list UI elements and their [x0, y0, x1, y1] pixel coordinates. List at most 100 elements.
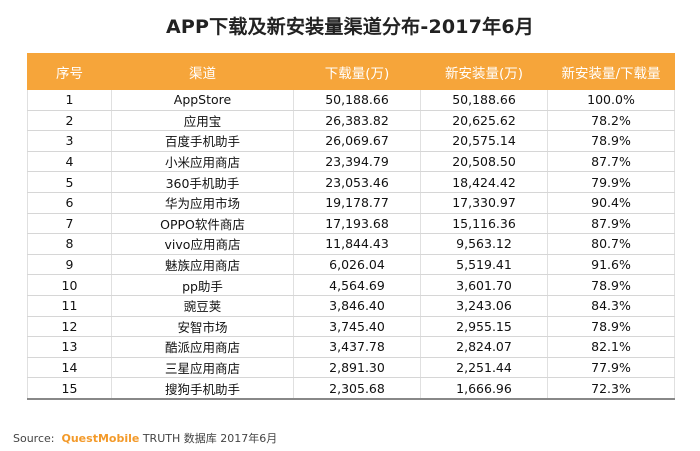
cell-new-installs: 2,251.44: [420, 357, 548, 379]
header-rank: 序号: [27, 53, 112, 90]
cell-install-ratio: 90.4%: [547, 192, 675, 214]
table-row: 9 魅族应用商店 6,026.04 5,519.41 91.6%: [27, 254, 675, 276]
header-channel: 渠道: [111, 53, 294, 90]
cell-rank: 15: [27, 377, 112, 400]
cell-rank: 14: [27, 357, 112, 379]
source-text: TRUTH 数据库 2017年6月: [142, 432, 278, 445]
cell-downloads: 4,564.69: [293, 274, 421, 296]
cell-rank: 9: [27, 254, 112, 276]
cell-new-installs: 17,330.97: [420, 192, 548, 214]
cell-new-installs: 20,625.62: [420, 110, 548, 132]
cell-install-ratio: 77.9%: [547, 357, 675, 379]
header-downloads: 下载量(万): [293, 53, 421, 90]
data-table-container: 序号 渠道 下载量(万) 新安装量(万) 新安装量/下载量 1 AppStore 5…: [27, 53, 675, 400]
cell-rank: 11: [27, 295, 112, 317]
cell-downloads: 23,394.79: [293, 151, 421, 173]
source-note: Source: QuestMobile TRUTH 数据库 2017年6月: [13, 430, 277, 446]
cell-channel: 酷派应用商店: [111, 336, 294, 358]
cell-install-ratio: 84.3%: [547, 295, 675, 317]
cell-downloads: 50,188.66: [293, 89, 421, 111]
cell-new-installs: 5,519.41: [420, 254, 548, 276]
cell-channel: 小米应用商店: [111, 151, 294, 173]
cell-install-ratio: 87.9%: [547, 213, 675, 235]
cell-install-ratio: 78.9%: [547, 316, 675, 338]
cell-install-ratio: 78.9%: [547, 130, 675, 152]
cell-rank: 10: [27, 274, 112, 296]
cell-new-installs: 1,666.96: [420, 377, 548, 400]
cell-new-installs: 3,243.06: [420, 295, 548, 317]
cell-new-installs: 20,508.50: [420, 151, 548, 173]
cell-install-ratio: 78.9%: [547, 274, 675, 296]
cell-downloads: 26,383.82: [293, 110, 421, 132]
cell-install-ratio: 100.0%: [547, 89, 675, 111]
table-row: 4 小米应用商店 23,394.79 20,508.50 87.7%: [27, 151, 675, 173]
cell-new-installs: 20,575.14: [420, 130, 548, 152]
cell-install-ratio: 91.6%: [547, 254, 675, 276]
cell-new-installs: 2,955.15: [420, 316, 548, 338]
cell-downloads: 26,069.67: [293, 130, 421, 152]
cell-rank: 2: [27, 110, 112, 132]
table-row: 14 三星应用商店 2,891.30 2,251.44 77.9%: [27, 357, 675, 379]
cell-rank: 7: [27, 213, 112, 235]
cell-rank: 1: [27, 89, 112, 111]
cell-new-installs: 15,116.36: [420, 213, 548, 235]
page-title: APP下载及新安装量渠道分布-2017年6月: [166, 16, 534, 38]
header-install-ratio: 新安装量/下载量: [547, 53, 675, 90]
cell-channel: vivo应用商店: [111, 233, 294, 255]
cell-install-ratio: 79.9%: [547, 171, 675, 193]
channel-table: 序号 渠道 下载量(万) 新安装量(万) 新安装量/下载量 1 AppStore 5…: [27, 53, 675, 400]
cell-channel: OPPO软件商店: [111, 213, 294, 235]
table-row: 3 百度手机助手 26,069.67 20,575.14 78.9%: [27, 130, 675, 152]
cell-new-installs: 2,824.07: [420, 336, 548, 358]
table-row: 7 OPPO软件商店 17,193.68 15,116.36 87.9%: [27, 213, 675, 235]
cell-install-ratio: 87.7%: [547, 151, 675, 173]
cell-channel: 应用宝: [111, 110, 294, 132]
source-brand: QuestMobile: [61, 432, 140, 445]
cell-rank: 5: [27, 171, 112, 193]
cell-channel: AppStore: [111, 89, 294, 111]
table-body: 1 AppStore 50,188.66 50,188.66 100.0% 2 应用宝 26,…: [27, 89, 675, 400]
table-row: 12 安智市场 3,745.40 2,955.15 78.9%: [27, 316, 675, 338]
cell-new-installs: 50,188.66: [420, 89, 548, 111]
cell-install-ratio: 78.2%: [547, 110, 675, 132]
table-row: 11 豌豆荚 3,846.40 3,243.06 84.3%: [27, 295, 675, 317]
cell-downloads: 6,026.04: [293, 254, 421, 276]
cell-downloads: 23,053.46: [293, 171, 421, 193]
cell-channel: 三星应用商店: [111, 357, 294, 379]
table-row: 6 华为应用市场 19,178.77 17,330.97 90.4%: [27, 192, 675, 214]
cell-rank: 8: [27, 233, 112, 255]
table-row: 15 搜狗手机助手 2,305.68 1,666.96 72.3%: [27, 377, 675, 400]
table-header-row: 序号 渠道 下载量(万) 新安装量(万) 新安装量/下载量: [27, 53, 675, 90]
cell-rank: 3: [27, 130, 112, 152]
cell-new-installs: 3,601.70: [420, 274, 548, 296]
cell-channel: 360手机助手: [111, 171, 294, 193]
cell-rank: 12: [27, 316, 112, 338]
cell-channel: 华为应用市场: [111, 192, 294, 214]
cell-downloads: 19,178.77: [293, 192, 421, 214]
cell-downloads: 3,846.40: [293, 295, 421, 317]
table-row: 8 vivo应用商店 11,844.43 9,563.12 80.7%: [27, 233, 675, 255]
cell-downloads: 3,745.40: [293, 316, 421, 338]
table-row: 1 AppStore 50,188.66 50,188.66 100.0%: [27, 89, 675, 111]
cell-downloads: 17,193.68: [293, 213, 421, 235]
cell-downloads: 3,437.78: [293, 336, 421, 358]
cell-new-installs: 9,563.12: [420, 233, 548, 255]
table-row: 10 pp助手 4,564.69 3,601.70 78.9%: [27, 274, 675, 296]
cell-channel: 安智市场: [111, 316, 294, 338]
header-new-installs: 新安装量(万): [420, 53, 548, 90]
cell-rank: 4: [27, 151, 112, 173]
cell-downloads: 2,891.30: [293, 357, 421, 379]
cell-install-ratio: 80.7%: [547, 233, 675, 255]
cell-rank: 6: [27, 192, 112, 214]
cell-channel: 魅族应用商店: [111, 254, 294, 276]
cell-downloads: 2,305.68: [293, 377, 421, 400]
cell-channel: 百度手机助手: [111, 130, 294, 152]
table-row: 5 360手机助手 23,053.46 18,424.42 79.9%: [27, 171, 675, 193]
cell-channel: 搜狗手机助手: [111, 377, 294, 400]
table-row: 2 应用宝 26,383.82 20,625.62 78.2%: [27, 110, 675, 132]
cell-rank: 13: [27, 336, 112, 358]
table-row: 13 酷派应用商店 3,437.78 2,824.07 82.1%: [27, 336, 675, 358]
cell-install-ratio: 82.1%: [547, 336, 675, 358]
cell-channel: 豌豆荚: [111, 295, 294, 317]
source-label: Source:: [13, 432, 55, 445]
